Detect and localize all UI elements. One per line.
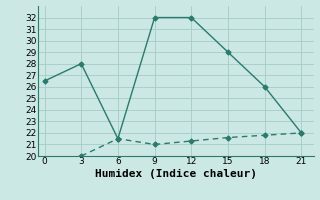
X-axis label: Humidex (Indice chaleur): Humidex (Indice chaleur) [95, 169, 257, 179]
